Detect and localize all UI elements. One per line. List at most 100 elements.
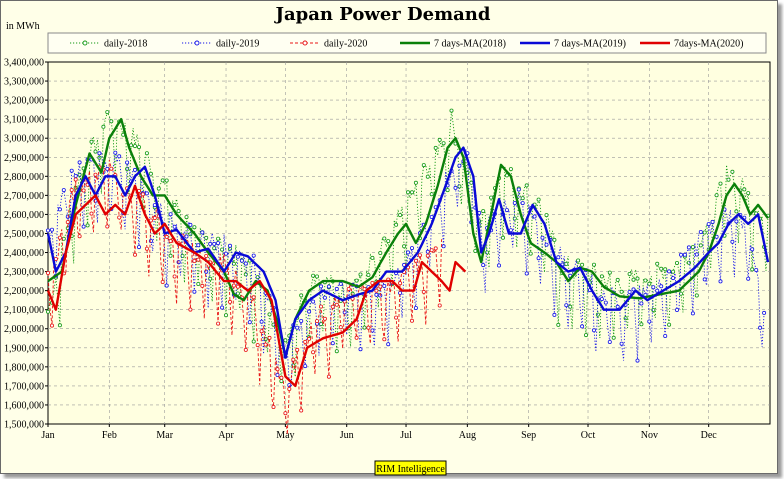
data-point: [283, 338, 288, 343]
y-tick-label: 1,500,000: [4, 420, 44, 431]
data-point: [417, 253, 422, 258]
data-point: [576, 258, 581, 263]
data-point: [520, 196, 525, 201]
legend-marker: [82, 40, 88, 46]
data-point: [105, 166, 110, 171]
data-point: [216, 321, 221, 326]
data-point: [405, 190, 410, 195]
data-point: [453, 185, 458, 190]
data-point: [287, 386, 292, 391]
data-point: [603, 300, 608, 305]
data-point: [89, 139, 94, 144]
data-point: [710, 219, 715, 224]
legend-label: 7 days-MA(2019): [554, 39, 626, 50]
data-point: [481, 209, 486, 214]
data-point: [663, 333, 668, 338]
data-point: [227, 243, 232, 248]
data-point: [93, 172, 98, 177]
data-point: [532, 214, 537, 219]
data-point: [607, 339, 612, 344]
data-point: [682, 252, 687, 257]
data-point: [77, 234, 82, 239]
plot-area: [47, 61, 771, 425]
y-tick-label: 1,600,000: [4, 400, 44, 411]
data-point: [619, 289, 624, 294]
data-point: [409, 246, 414, 251]
data-point: [512, 216, 517, 221]
data-point: [204, 235, 209, 240]
data-point: [251, 253, 256, 258]
legend-label: daily-2019: [216, 39, 259, 50]
data-point: [635, 358, 640, 363]
data-point: [188, 232, 193, 237]
legend-label: 7 days-MA(2018): [434, 39, 506, 50]
data-point: [686, 245, 691, 250]
data-point: [421, 289, 426, 294]
data-point: [607, 270, 612, 275]
data-point: [200, 230, 205, 235]
data-point: [623, 316, 628, 321]
data-point: [81, 188, 86, 193]
data-point: [516, 187, 521, 192]
data-point: [314, 274, 319, 279]
data-point: [255, 343, 260, 348]
data-point: [69, 187, 74, 192]
x-tick-label: Sep: [521, 430, 536, 441]
data-point: [433, 145, 438, 150]
data-point: [65, 214, 70, 219]
data-point: [651, 307, 656, 312]
data-point: [564, 261, 569, 266]
data-point: [326, 374, 331, 379]
data-point: [192, 225, 197, 230]
data-point: [243, 272, 248, 277]
data-point: [350, 291, 355, 296]
data-point: [299, 293, 304, 298]
data-point: [148, 171, 153, 176]
data-point: [580, 324, 585, 329]
data-point: [631, 277, 636, 282]
y-tick-label: 2,100,000: [4, 305, 44, 316]
data-point: [655, 261, 660, 266]
data-point: [425, 174, 430, 179]
data-point: [164, 234, 169, 239]
data-point: [706, 222, 711, 227]
data-point: [73, 173, 78, 178]
data-point: [259, 329, 264, 334]
data-point: [433, 246, 438, 251]
data-point: [227, 299, 232, 304]
data-point: [544, 242, 549, 247]
series-line: [46, 146, 770, 359]
data-point: [730, 239, 735, 244]
data-point: [429, 192, 434, 197]
data-point: [366, 325, 371, 330]
data-point: [53, 256, 58, 261]
y-tick-label: 2,200,000: [4, 286, 44, 297]
data-point: [667, 322, 672, 327]
data-point: [140, 192, 145, 197]
x-tick-label: May: [276, 430, 294, 441]
data-point: [259, 319, 264, 324]
data-point: [283, 411, 288, 416]
data-point: [243, 347, 248, 352]
data-point: [117, 154, 122, 159]
data-point: [457, 184, 462, 189]
x-tick-label: Oct: [581, 430, 596, 441]
data-point: [635, 276, 640, 281]
data-point: [69, 168, 74, 173]
data-point: [378, 250, 383, 255]
data-point: [136, 145, 141, 150]
data-point: [512, 200, 517, 205]
data-point: [311, 350, 316, 355]
data-point: [382, 337, 387, 342]
data-point: [504, 208, 509, 213]
data-point: [338, 325, 343, 330]
data-point: [93, 149, 98, 154]
data-point: [192, 258, 197, 263]
data-point: [619, 341, 624, 346]
data-point: [734, 219, 739, 224]
data-point: [750, 247, 755, 252]
data-point: [220, 305, 225, 310]
data-point: [354, 278, 359, 283]
data-point: [105, 110, 110, 115]
data-point: [81, 224, 86, 229]
